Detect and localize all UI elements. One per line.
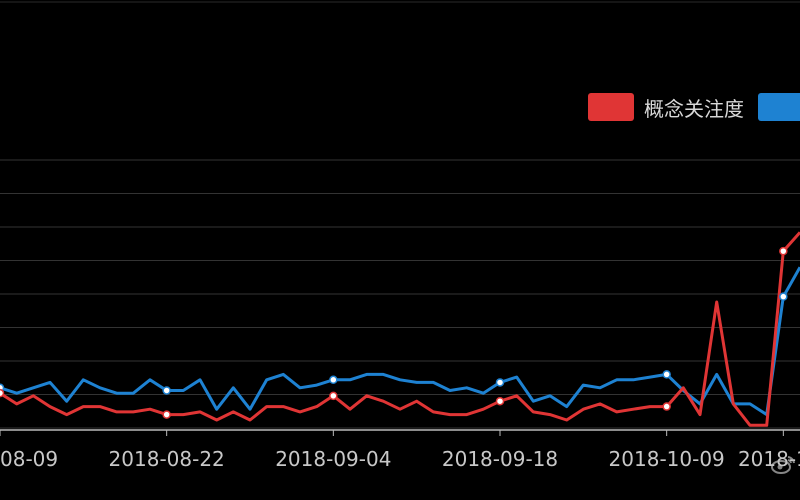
legend-item-concept-attention[interactable]: 概念关注度: [588, 93, 744, 122]
legend-swatch-red: [588, 93, 634, 121]
data-point-marker[interactable]: [329, 375, 338, 385]
x-tick-label: 2018-10-09: [609, 447, 725, 471]
data-point-marker[interactable]: [495, 378, 505, 387]
data-point-marker[interactable]: [162, 410, 171, 419]
weibo-logo-icon: [771, 456, 795, 474]
legend-swatch-blue: [758, 93, 800, 121]
series-markers: [0, 246, 788, 419]
data-point-marker[interactable]: [0, 388, 5, 398]
series-line-concept-attention[interactable]: [0, 231, 800, 427]
x-tick-label: 2018-08-09: [0, 447, 58, 471]
data-point-marker[interactable]: [662, 370, 671, 379]
data-point-marker[interactable]: [779, 246, 788, 256]
data-point-marker[interactable]: [162, 386, 171, 395]
x-tick-label: 2018-09-04: [275, 447, 391, 471]
data-point-marker[interactable]: [662, 402, 671, 411]
data-point-marker[interactable]: [329, 391, 338, 401]
chart-legend: 概念关注度: [588, 92, 800, 122]
x-tick-label: 2018-08-22: [109, 447, 225, 471]
legend-label: 概念关注度: [644, 96, 744, 121]
series-lines: [0, 231, 800, 427]
x-tick-label: 2018-09-18: [442, 447, 558, 471]
legend-item-series-2[interactable]: [758, 93, 800, 121]
x-axis: 2018-08-09 2018-08-22 2018-09-04 2018-09-18…: [0, 429, 800, 471]
grid-lines: [0, 1, 800, 429]
data-point-marker[interactable]: [779, 292, 788, 301]
data-point-marker[interactable]: [495, 396, 505, 406]
